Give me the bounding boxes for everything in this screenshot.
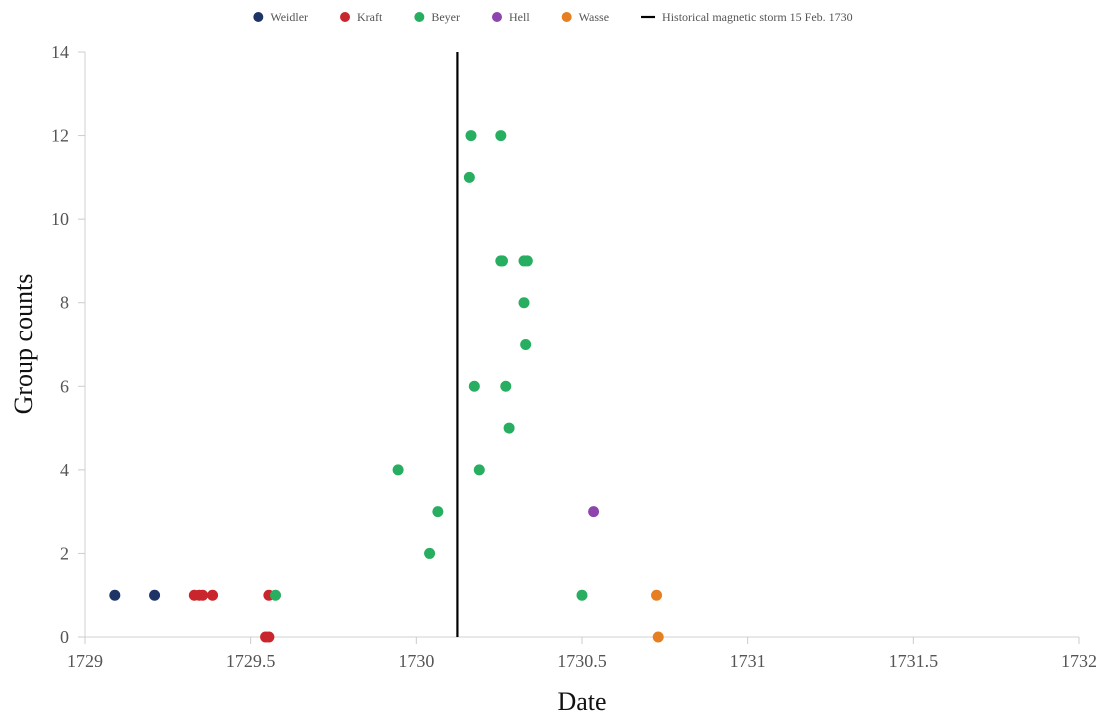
point-kraft [197, 589, 209, 601]
point-beyer [473, 464, 485, 476]
ticks: 1729 1729.5 1730 1730.5 1731 1731.5 1732 0 2 4 6 8 1… [51, 42, 1097, 671]
x-axis-title: Date [557, 687, 606, 715]
x-tick-label: 1729.5 [226, 651, 276, 671]
legend: Weidler Kraft Beyer Hell Wasse Historical mag… [253, 10, 853, 24]
point-beyer [270, 589, 282, 601]
legend-label: Weidler [270, 10, 308, 24]
point-kraft [263, 631, 275, 643]
x-tick-label: 1731.5 [889, 651, 939, 671]
y-tick-label: 2 [60, 543, 69, 563]
x-tick-label: 1732 [1061, 651, 1097, 671]
y-axis-title: Group counts [9, 274, 38, 415]
y-tick-label: 4 [60, 460, 69, 480]
point-beyer [503, 422, 515, 434]
point-beyer [392, 464, 404, 476]
legend-marker-wasse [561, 12, 572, 22]
legend-label: Kraft [357, 10, 383, 24]
data-points [109, 130, 664, 643]
y-tick-label: 14 [51, 42, 69, 62]
axes [84, 52, 1079, 638]
y-tick-label: 8 [60, 293, 69, 313]
y-tick-label: 6 [60, 376, 69, 396]
point-beyer [496, 255, 508, 267]
legend-marker-weidler [253, 12, 264, 22]
legend-marker-kraft [340, 12, 351, 22]
point-hell [588, 506, 600, 518]
point-beyer [518, 297, 530, 309]
point-wasse [651, 589, 663, 601]
legend-label: Hell [509, 10, 530, 24]
legend-marker-beyer [414, 12, 425, 22]
x-tick-label: 1731 [730, 651, 766, 671]
y-tick-label: 12 [51, 126, 69, 146]
point-beyer [465, 130, 477, 142]
point-beyer [521, 255, 533, 267]
point-beyer [500, 380, 512, 392]
point-kraft [207, 589, 219, 601]
x-tick-label: 1730.5 [557, 651, 607, 671]
point-beyer [520, 339, 532, 350]
point-beyer [463, 171, 475, 183]
legend-marker-hell [492, 12, 502, 22]
legend-label: Historical magnetic storm 15 Feb. 1730 [662, 10, 853, 24]
y-tick-label: 0 [60, 627, 69, 647]
legend-label: Beyer [431, 10, 460, 24]
x-tick-label: 1729 [67, 651, 103, 671]
x-tick-label: 1730 [398, 651, 434, 671]
point-weidler [149, 589, 161, 601]
legend-label: Wasse [579, 10, 609, 24]
point-beyer [432, 506, 444, 518]
point-beyer [576, 589, 588, 601]
point-weidler [109, 589, 121, 601]
point-beyer [468, 380, 480, 392]
y-tick-label: 10 [51, 209, 69, 229]
point-beyer [424, 547, 436, 559]
point-beyer [495, 130, 507, 142]
point-wasse [652, 631, 664, 643]
